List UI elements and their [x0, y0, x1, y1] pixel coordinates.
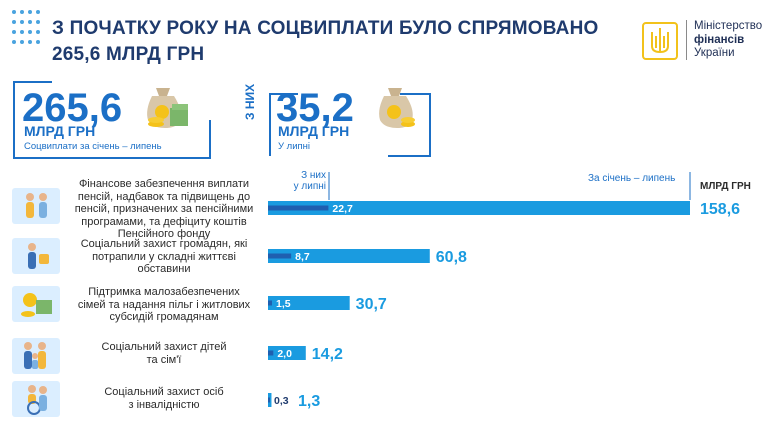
category-label-social-hardship: Соціальний захист громадян, які потрапил…	[64, 238, 264, 276]
july-header-line-2: у липні	[293, 181, 326, 192]
category-4-line-0: Соціальний захист осіб	[104, 386, 224, 398]
category-3-line-0: Соціальний захист дітей	[101, 341, 227, 353]
category-4-line-1: з інвалідністю	[128, 398, 200, 411]
category-0-line-3: програмами, та дефіциту коштів	[81, 215, 247, 228]
bar-total-3	[268, 346, 306, 360]
category-0-line-1: пенсій, надбавок та підвищень до	[77, 190, 251, 203]
bar-july-4	[268, 397, 270, 403]
units-header: МЛРД ГРН	[700, 181, 751, 192]
july-caption: У липні	[278, 141, 311, 152]
july-value-label-1: 8,7	[295, 251, 310, 263]
money-subsidy-icon	[12, 286, 60, 322]
total-header: За січень – липень	[588, 173, 676, 184]
july-value-label-0: 22,7	[332, 203, 353, 215]
pensioners-icon	[12, 188, 60, 224]
category-0-line-2: пенсій, призначених за пенсійними	[74, 203, 254, 215]
category-3-line-1: та сім'ї	[146, 353, 182, 366]
bar-total-1	[268, 249, 430, 263]
july-summary-frame	[269, 93, 431, 157]
total-value-label-1: 60,8	[436, 249, 467, 266]
money-bag-icon	[147, 88, 188, 128]
disability-icon	[12, 381, 60, 417]
bar-july-1	[268, 253, 292, 259]
trident-logo-icon	[642, 22, 678, 60]
july-value-label-3: 2,0	[277, 348, 292, 360]
july-header: З них у липні	[282, 170, 326, 192]
category-2-line-1: сімей та надання пільг і житлових	[77, 298, 251, 311]
july-value-label-4: 0,3	[274, 395, 289, 407]
title-line-1: З ПОЧАТКУ РОКУ НА СОЦВИПЛАТИ БУЛО СПРЯМО…	[52, 18, 599, 39]
category-0-line-0: Фінансове забезпечення виплати	[78, 178, 250, 190]
title-line-2: 265,6 МЛРД ГРН	[52, 44, 205, 65]
bar-total-2	[268, 296, 350, 310]
logo-line-1: Міністерство	[694, 20, 763, 32]
total-summary-frame	[13, 81, 211, 159]
bar-total-0	[268, 201, 690, 215]
total-value-label-4: 1,3	[298, 393, 320, 410]
july-unit: МЛРД ГРН	[278, 123, 350, 139]
bar-july-2	[268, 300, 272, 306]
ministry-logo-text: Міністерство фінансів України	[694, 20, 762, 61]
category-1-line-2: обставини	[137, 263, 191, 275]
logo-divider	[686, 20, 687, 60]
category-1-line-1: потрапили у складні життєві	[92, 250, 236, 263]
logo-line-2: фінансів	[694, 33, 745, 46]
bar-july-3	[268, 350, 274, 356]
page-title: З ПОЧАТКУ РОКУ НА СОЦВИПЛАТИ БУЛО СПРЯМО…	[52, 16, 642, 68]
decorative-dots	[12, 10, 42, 52]
logo-line-3: України	[694, 47, 735, 59]
category-2-line-2: субсидій громадянам	[109, 311, 219, 323]
family-icon	[12, 338, 60, 374]
category-label-children: Соціальний захист дітей та сім'ї	[64, 341, 264, 366]
category-label-pension: Фінансове забезпечення виплати пенсій, н…	[64, 178, 264, 241]
july-header-line-1: З них	[301, 170, 326, 181]
person-help-icon	[12, 238, 60, 274]
category-2-line-0: Підтримка малозабезпечених	[88, 286, 240, 298]
category-1-line-0: Соціальний захист громадян, які	[80, 238, 248, 250]
total-amount: 265,6	[22, 86, 123, 130]
july-value-label-2: 1,5	[276, 298, 291, 310]
july-amount: 35,2	[276, 86, 354, 130]
bar-july-0	[268, 205, 329, 211]
total-unit: МЛРД ГРН	[24, 123, 96, 139]
category-label-subsidies: Підтримка малозабезпечених сімей та нада…	[64, 286, 264, 324]
total-value-label-3: 14,2	[312, 346, 343, 363]
category-label-disability: Соціальний захист осіб з інвалідністю	[64, 386, 264, 411]
total-value-label-0: 158,6	[700, 201, 740, 218]
category-0-line-4: Пенсійного фонду	[117, 228, 211, 240]
total-value-label-2: 30,7	[356, 296, 387, 313]
total-caption: Соцвиплати за січень – липень	[24, 141, 162, 152]
money-bag-small-icon	[379, 88, 415, 128]
